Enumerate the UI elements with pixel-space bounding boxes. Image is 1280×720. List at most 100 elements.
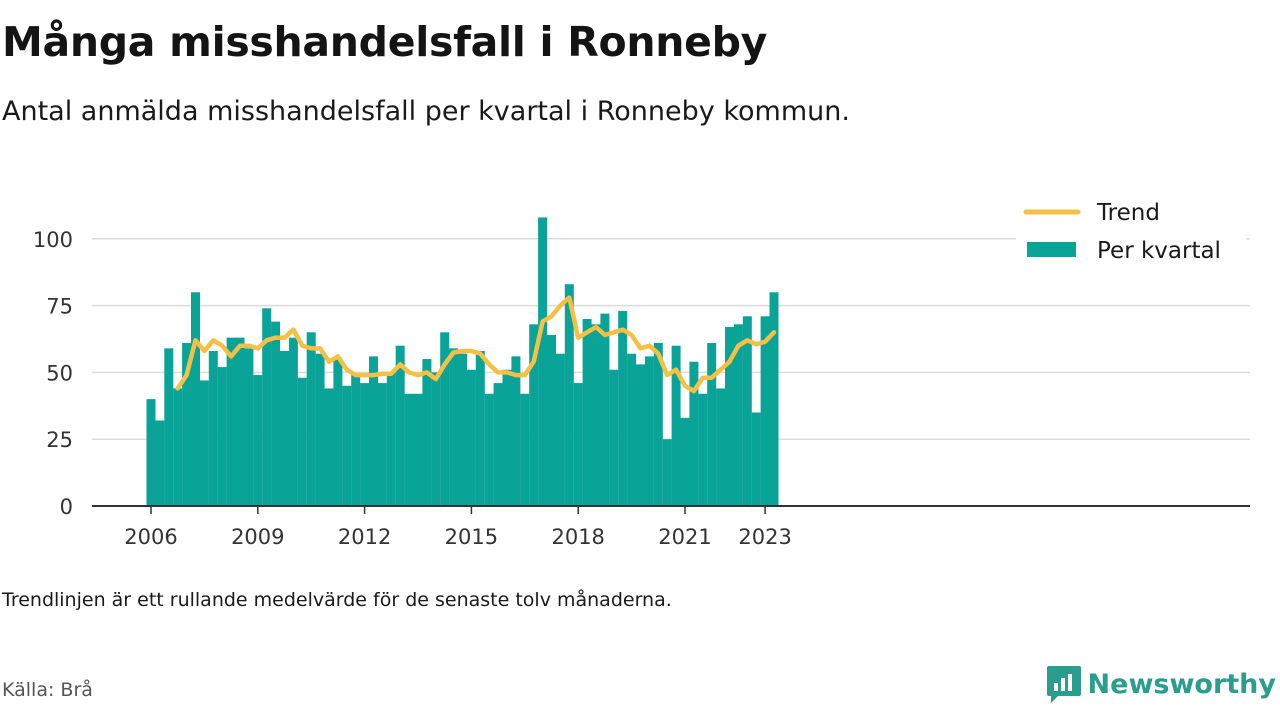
bar xyxy=(208,351,218,506)
bar xyxy=(725,326,734,506)
bar xyxy=(377,383,387,506)
brand-name: Newsworthy xyxy=(1087,668,1276,700)
bar xyxy=(342,385,352,506)
bar xyxy=(226,337,236,506)
legend-background xyxy=(1016,194,1246,276)
chart-title: Många misshandelsfall i Ronneby xyxy=(2,18,768,66)
bar xyxy=(520,393,530,506)
legend-label-trend: Trend xyxy=(1096,200,1160,226)
bar xyxy=(191,292,200,506)
bar xyxy=(271,321,281,506)
bar xyxy=(182,343,192,506)
bar xyxy=(653,343,663,506)
bar xyxy=(600,313,610,506)
bar xyxy=(244,348,254,506)
bar xyxy=(644,356,654,506)
bar xyxy=(297,377,307,506)
x-tick-label: 2023 xyxy=(738,525,791,549)
newsworthy-logo-icon xyxy=(1046,666,1081,703)
bar-series xyxy=(146,217,779,506)
bar xyxy=(582,318,592,506)
legend-label-bars: Per kvartal xyxy=(1097,238,1221,264)
bar xyxy=(707,343,717,506)
bar xyxy=(217,367,227,506)
bar xyxy=(351,375,361,506)
y-tick-label: 100 xyxy=(33,228,73,252)
bar xyxy=(698,393,708,506)
x-tick-label: 2006 xyxy=(124,525,177,549)
bar xyxy=(680,417,690,506)
bar xyxy=(538,217,548,506)
brand-logo: Newsworthy xyxy=(1046,664,1276,704)
bar xyxy=(369,356,378,506)
bar xyxy=(333,359,343,506)
bar xyxy=(280,351,289,506)
bar xyxy=(475,351,485,506)
bar xyxy=(662,439,672,506)
bar xyxy=(733,324,743,506)
bar xyxy=(511,356,521,506)
x-tick-label: 2012 xyxy=(338,525,391,549)
bar xyxy=(146,399,156,506)
bar xyxy=(751,412,761,506)
bar xyxy=(413,393,423,506)
bar xyxy=(573,383,583,506)
bar xyxy=(466,369,476,506)
source-credit: Källa: Brå xyxy=(2,679,93,701)
chart-note: Trendlinjen är ett rullande medelvärde f… xyxy=(2,589,672,611)
bar xyxy=(502,369,512,506)
y-tick-label: 0 xyxy=(60,495,73,519)
bar xyxy=(404,393,414,506)
bar xyxy=(324,388,334,506)
bar xyxy=(636,364,645,506)
trend-series xyxy=(175,295,777,394)
bar xyxy=(742,316,752,506)
bar xyxy=(173,388,183,506)
bar xyxy=(360,383,370,506)
bar xyxy=(253,375,263,506)
bar xyxy=(155,420,165,506)
y-axis-ticks: 0 25 50 75 100 xyxy=(33,228,73,519)
y-tick-label: 75 xyxy=(46,295,73,319)
y-tick-label: 50 xyxy=(46,361,73,385)
bar xyxy=(235,337,245,506)
bar xyxy=(627,353,637,506)
bar xyxy=(547,334,556,506)
y-tick-label: 25 xyxy=(46,428,73,452)
bar xyxy=(199,380,209,506)
bar xyxy=(618,310,628,506)
bar xyxy=(288,337,298,506)
trend-line xyxy=(175,295,777,394)
x-tick-label: 2021 xyxy=(658,525,711,549)
bar xyxy=(431,372,441,506)
bar xyxy=(395,345,405,506)
bar xyxy=(609,369,619,506)
bar xyxy=(422,359,432,506)
x-tick-label: 2009 xyxy=(231,525,284,549)
bar xyxy=(671,345,681,506)
bar xyxy=(591,324,601,506)
bar xyxy=(769,292,779,506)
x-tick-label: 2018 xyxy=(551,525,604,549)
bar xyxy=(484,393,494,506)
bar xyxy=(164,348,174,506)
x-axis: 2006 2009 2012 2015 2018 2021 2023 xyxy=(92,505,1250,549)
bar xyxy=(529,324,539,506)
bar xyxy=(760,316,770,506)
bar xyxy=(564,284,574,506)
bar xyxy=(689,361,699,506)
bar xyxy=(315,353,325,506)
bar xyxy=(440,332,450,506)
bar xyxy=(449,348,459,506)
legend-swatch-bars xyxy=(1027,242,1076,257)
bar xyxy=(555,353,565,506)
legend: Trend Per kvartal xyxy=(1016,194,1246,276)
bar xyxy=(458,353,467,506)
chart-subtitle: Antal anmälda misshandelsfall per kvarta… xyxy=(2,96,850,127)
bar xyxy=(386,372,396,506)
bar xyxy=(306,332,316,506)
bar xyxy=(716,388,726,506)
bar xyxy=(493,383,503,506)
bar xyxy=(262,308,272,506)
